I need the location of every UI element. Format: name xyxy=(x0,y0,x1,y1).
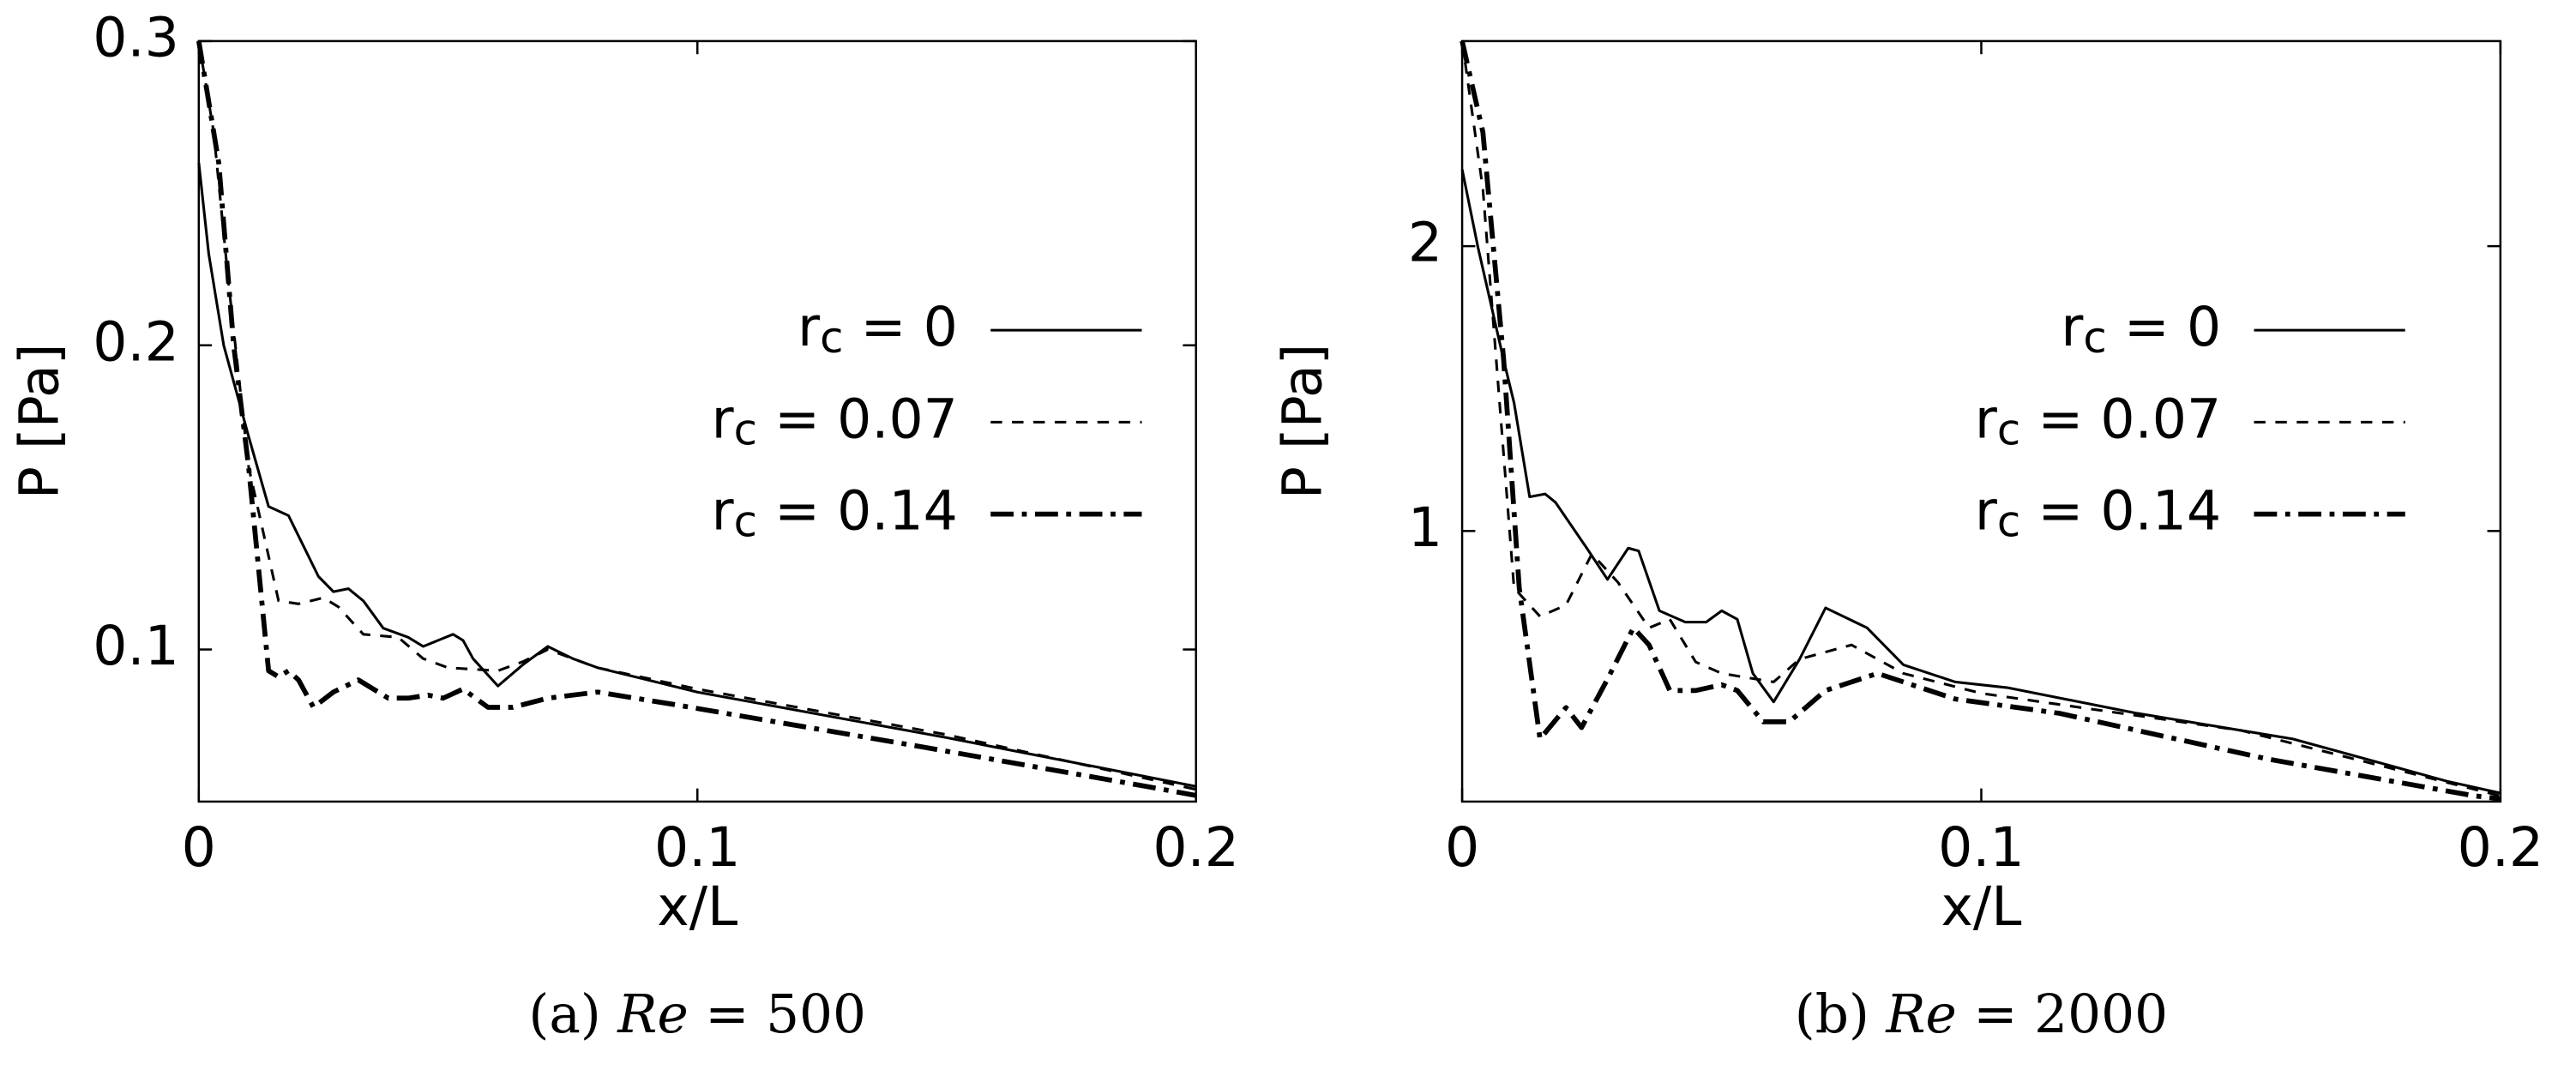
y-tick-label: 0.1 xyxy=(93,614,179,677)
x-tick-label: 0.2 xyxy=(1153,815,1239,879)
legend-label: rc = 0.07 xyxy=(1975,387,2221,454)
caption: (b) Re = 2000 xyxy=(1795,984,2168,1045)
caption: (a) Re = 500 xyxy=(528,984,866,1045)
x-tick-label: 0.1 xyxy=(654,815,741,879)
y-tick-label: 0.2 xyxy=(93,310,179,373)
x-axis-label: x/L xyxy=(657,875,737,938)
x-tick-label: 0.2 xyxy=(2458,815,2544,879)
y-axis-label: P [Pa] xyxy=(1271,344,1334,500)
y-tick-label: 2 xyxy=(1408,211,1442,274)
legend-label: rc = 0 xyxy=(2061,295,2221,363)
y-tick-label: 1 xyxy=(1408,496,1442,559)
series-line xyxy=(197,40,1197,791)
legend-label: rc = 0.14 xyxy=(1975,478,2221,546)
y-axis-label: P [Pa] xyxy=(7,344,70,500)
legend-label: rc = 0.14 xyxy=(712,478,958,546)
x-tick-label: 0 xyxy=(182,815,216,879)
series-line xyxy=(1460,40,2501,797)
x-tick-label: 0.1 xyxy=(1938,815,2025,879)
x-axis-label: x/L xyxy=(1941,875,2022,938)
y-tick-label: 0.3 xyxy=(93,5,179,69)
legend-label: rc = 0.07 xyxy=(712,387,958,454)
legend-label: rc = 0 xyxy=(797,295,958,363)
series-line xyxy=(1460,40,2501,802)
series-line xyxy=(1460,169,2501,795)
series-line xyxy=(196,40,1197,798)
x-tick-label: 0 xyxy=(1445,815,1479,879)
series-line xyxy=(197,162,1197,788)
